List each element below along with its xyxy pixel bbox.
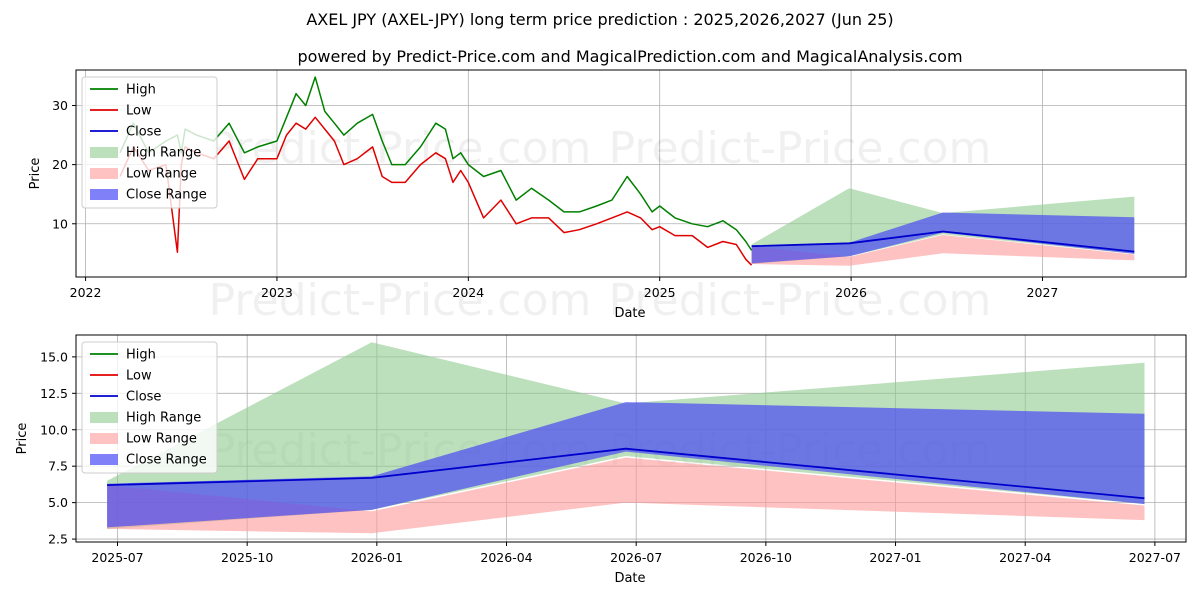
low-range-legend-swatch [90, 168, 118, 179]
x-tick-label: 2023 [261, 285, 293, 300]
close-range-band [107, 402, 1145, 528]
y-tick-label: 20 [52, 157, 68, 172]
low-range-band [107, 457, 1145, 534]
close-forecast-line [751, 230, 1135, 253]
y-tick-label: 30 [52, 98, 68, 113]
legend-label: Close Range [126, 453, 207, 468]
x-axis-label: Date [614, 571, 645, 586]
legend-label: Low [126, 369, 152, 384]
close-range-band [751, 212, 1135, 264]
legend-label: High Range [126, 411, 201, 426]
x-tick-label: 2024 [452, 285, 484, 300]
low-range-band [751, 235, 1135, 266]
low-range-legend-swatch [90, 433, 118, 444]
y-axis-label: Price [28, 158, 43, 190]
x-tick-label: 2027 [1027, 285, 1059, 300]
y-axis-label: Price [15, 423, 30, 455]
x-tick-label: 2025-10 [221, 550, 273, 565]
legend-label: Low [126, 104, 152, 119]
axes-frame [75, 69, 1187, 278]
x-tick-label: 2026-01 [351, 550, 403, 565]
forecast-zoom-panel: Predict-Price.comPredict-Price.com2025-0… [15, 334, 1187, 586]
x-tick-label: 2022 [70, 285, 102, 300]
watermark: Predict-Price.com [209, 123, 592, 174]
high-range-legend-swatch [90, 412, 118, 423]
legend-label: Low Range [126, 167, 197, 182]
x-tick-label: 2026-04 [480, 550, 532, 565]
x-tick-label: 2025 [644, 285, 676, 300]
watermark: Predict-Price.com [609, 123, 992, 174]
x-tick-label: 2026-07 [610, 550, 662, 565]
legend-label: High [126, 83, 156, 98]
chart-title: AXEL JPY (AXEL-JPY) long term price pred… [306, 10, 893, 29]
plot-area [119, 76, 1135, 266]
high-range-legend-swatch [90, 147, 118, 158]
legend-label: High [126, 348, 156, 363]
legend-label: Close Range [126, 188, 207, 203]
low-price-line [119, 116, 753, 266]
plot-area [107, 342, 1145, 534]
legend: High Low Close High Range Low Range Close Ran… [81, 76, 218, 209]
y-tick-label: 7.5 [48, 459, 68, 474]
close-range-legend-swatch [90, 189, 118, 200]
y-tick-label: 12.5 [40, 386, 68, 401]
y-tick-label: 2.5 [48, 532, 68, 547]
legend-label: High Range [126, 146, 201, 161]
y-tick-label: 10.0 [40, 422, 68, 437]
axes-frame [75, 334, 1187, 543]
legend-label: Close [126, 125, 161, 140]
watermark: Predict-Price.com [609, 275, 992, 326]
high-price-line [119, 76, 753, 251]
long-term-panel: Predict-Price.com Predict-Price.com Predic… [28, 69, 1187, 326]
x-tick-label: 2025-07 [91, 550, 143, 565]
x-tick-label: 2027-04 [999, 550, 1051, 565]
legend: High Low Close High Range Low Range Close Ran… [81, 341, 218, 474]
x-tick-label: 2026-10 [740, 550, 792, 565]
grid [76, 70, 1186, 277]
x-tick-label: 2027-01 [869, 550, 921, 565]
y-tick-label: 10 [52, 216, 68, 231]
y-tick-label: 15.0 [40, 349, 68, 364]
watermark: Predict-Price.com [209, 275, 592, 326]
legend-label: Close [126, 390, 161, 405]
x-axis-label: Date [614, 306, 645, 321]
chart-subtitle: powered by Predict-Price.com and Magical… [297, 47, 962, 66]
x-tick-label: 2027-07 [1129, 550, 1181, 565]
close-forecast-line [107, 447, 1145, 500]
close-range-legend-swatch [90, 454, 118, 465]
x-tick-label: 2026 [835, 285, 867, 300]
y-tick-label: 5.0 [48, 495, 68, 510]
legend-label: Low Range [126, 432, 197, 447]
